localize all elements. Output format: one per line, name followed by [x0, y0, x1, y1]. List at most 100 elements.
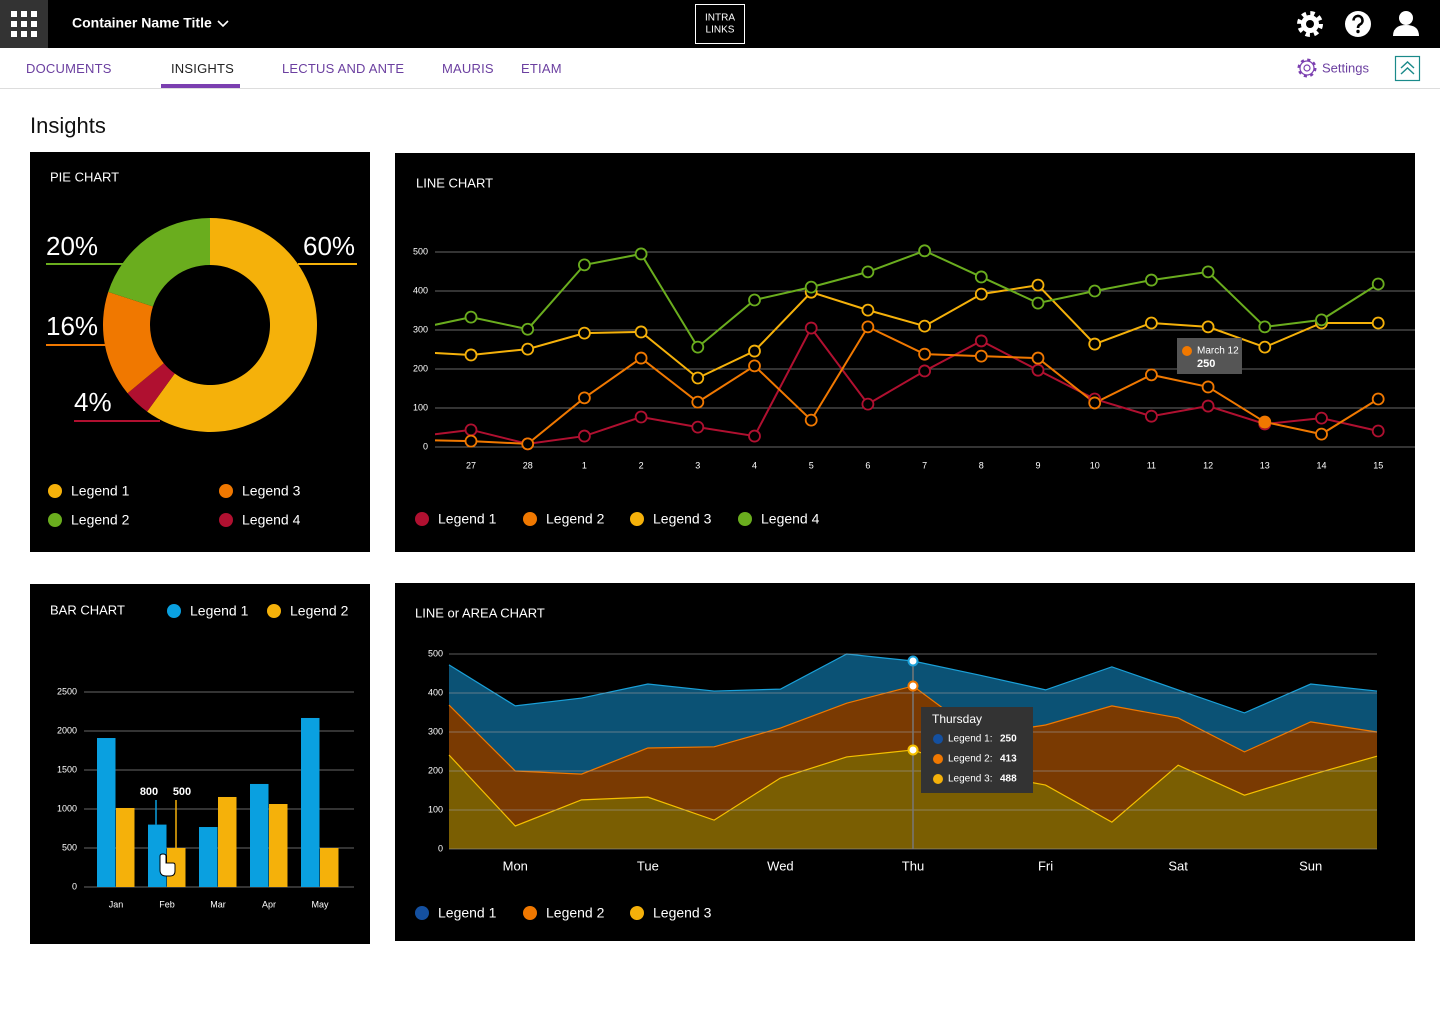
tab-tools: Settings [1297, 55, 1421, 82]
x-tick-label: Thu [902, 858, 924, 873]
x-tick-label: May [311, 899, 329, 909]
legend-label: Legend 1 [438, 905, 497, 921]
x-tick-label: 28 [523, 460, 533, 470]
point [1031, 296, 1045, 310]
x-tick-label: 9 [1035, 460, 1040, 470]
point [1315, 411, 1328, 425]
point [1201, 265, 1215, 279]
point [1258, 320, 1272, 334]
title-chevron[interactable] [217, 20, 229, 28]
x-tick-label: Wed [767, 858, 794, 873]
point [748, 359, 761, 373]
top-bar: Container Name Title INTRA LINKS [0, 0, 1440, 48]
point [918, 244, 931, 258]
point [974, 334, 988, 348]
data-label: 500 [173, 786, 191, 798]
tab[interactable]: INSIGHTS [171, 61, 234, 76]
settings-gear[interactable] [1297, 58, 1317, 78]
bar [269, 804, 288, 887]
tooltip-swatch [933, 734, 943, 744]
point [748, 429, 761, 443]
bar [167, 848, 186, 887]
settings-icon[interactable] [1297, 11, 1323, 37]
point [1201, 320, 1215, 334]
tooltip-swatch [1182, 346, 1192, 356]
x-tick-label: 2 [639, 460, 644, 470]
point [804, 413, 818, 427]
bar [218, 796, 237, 887]
y-tick-label: 400 [428, 687, 443, 697]
point [1145, 409, 1158, 423]
point [691, 340, 705, 354]
help-icon[interactable] [1345, 11, 1371, 37]
point [804, 321, 818, 335]
point [861, 320, 875, 334]
settings-link[interactable]: Settings [1322, 60, 1369, 75]
point [1145, 368, 1158, 382]
x-tick-label: 11 [1147, 460, 1156, 470]
tooltip-value: 413 [1000, 754, 1017, 765]
x-tick-label: Feb [159, 899, 175, 909]
series-line [435, 325, 1379, 445]
top-bar-graphics: Container Name Title INTRA LINKS [0, 0, 1419, 48]
y-tick-label: 400 [413, 285, 428, 295]
x-tick-label: 1 [582, 460, 587, 470]
legend-label: Legend 2 [290, 603, 349, 619]
point [464, 310, 478, 324]
legend-swatch [167, 604, 181, 618]
x-tick-label: Sat [1168, 858, 1188, 873]
point [691, 395, 705, 409]
point [464, 434, 478, 448]
x-tick-label: 3 [695, 460, 700, 470]
page-title: Insights [30, 113, 106, 138]
y-tick-label: 300 [413, 324, 428, 334]
tab-bar: Settings DOCUMENTS INSIGHTS LECTUS AND ANT… [0, 48, 1440, 89]
tab[interactable]: MAURIS [442, 61, 494, 76]
legend-swatch [219, 484, 233, 498]
slice-label: 20% [46, 231, 98, 261]
tab[interactable]: ETIAM [521, 61, 562, 76]
x-tick-label: 7 [922, 460, 927, 470]
bar [320, 848, 339, 887]
y-tick-label: 0 [72, 881, 77, 891]
x-tick-label: Tue [637, 858, 659, 873]
point [1371, 392, 1385, 406]
y-tick-label: 100 [428, 804, 443, 814]
collapse-button[interactable] [1394, 55, 1421, 82]
tooltip-title: Thursday [932, 712, 982, 726]
y-tick-label: 500 [428, 648, 443, 658]
legend-swatch [415, 512, 429, 526]
legend-label: Legend 4 [761, 511, 820, 527]
data-label: 800 [140, 786, 158, 798]
chart-card [395, 153, 1415, 552]
container-title[interactable]: Container Name Title [72, 15, 212, 31]
legend-swatch [48, 513, 62, 527]
logo-box [695, 4, 745, 44]
tab[interactable]: DOCUMENTS [26, 61, 112, 76]
point [918, 319, 931, 333]
pie-slice [127, 363, 175, 412]
point [1258, 340, 1272, 354]
legend-swatch [48, 484, 62, 498]
legend-label: Legend 2 [546, 511, 605, 527]
legend-swatch [523, 512, 537, 526]
x-tick-label: 13 [1260, 460, 1270, 470]
bar [199, 827, 218, 887]
user-icon[interactable] [1393, 11, 1419, 36]
legend-label: Legend 1 [71, 483, 130, 499]
bar [301, 717, 320, 887]
tooltip-value: 250 [1197, 358, 1215, 370]
point [1258, 415, 1272, 429]
slice-label: 16% [46, 311, 98, 341]
y-tick-label: 1000 [57, 803, 77, 813]
bar [97, 738, 116, 887]
series-line [435, 249, 1379, 349]
point [918, 364, 931, 378]
tooltip-name: Legend 2: [948, 754, 993, 765]
tab[interactable]: LECTUS AND ANTE [282, 61, 405, 76]
point [918, 347, 931, 361]
hover-point [907, 744, 919, 756]
tooltip-swatch [933, 754, 943, 764]
apps-icon [11, 11, 37, 37]
